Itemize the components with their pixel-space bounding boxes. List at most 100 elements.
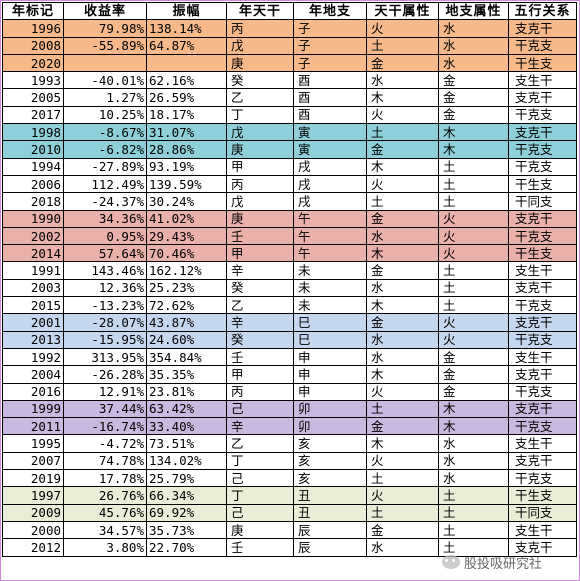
header-return: 收益率 [63, 1, 147, 21]
cell-stem-element: 金 [366, 313, 439, 332]
header-amplitude: 振幅 [146, 1, 227, 21]
cell-relation: 干克支 [508, 226, 577, 246]
cell-year: 2019 [2, 469, 64, 488]
table-row: 1994 -27.89% 93.19% 甲戌木土干克支 [2, 157, 577, 176]
table-row: 2011 -16.74% 33.40% 辛卯金木干克支 [2, 417, 577, 436]
cell-stem-element: 火 [366, 451, 439, 471]
cell-stem: 癸 [226, 330, 294, 349]
cell-branch-element: 金 [438, 347, 509, 367]
cell-stem-element: 水 [366, 347, 439, 367]
cell-year: 2010 [2, 140, 64, 159]
cell-return: 26.76% [63, 486, 147, 505]
cell-stem-element: 土 [366, 192, 439, 211]
cell-branch-element: 土 [438, 174, 509, 194]
cell-stem-element: 火 [366, 486, 439, 505]
cell-branch-element: 土 [438, 296, 509, 315]
cell-relation: 干克支 [508, 417, 577, 436]
cell-return: 0.95% [63, 226, 147, 246]
cell-amplitude: 30.24% [146, 192, 227, 211]
header-branch-element: 地支属性 [438, 1, 509, 21]
cell-year: 2020 [2, 53, 64, 73]
cell-stem-element: 火 [366, 382, 439, 401]
cell-year: 2009 [2, 503, 64, 522]
cell-year: 2000 [2, 520, 64, 540]
cell-return: -55.89% [63, 36, 147, 55]
cell-year: 2018 [2, 192, 64, 211]
table-row: 1998 -8.67% 31.07% 戊寅土木支克干 [2, 123, 577, 142]
table-row: 1995 -4.72% 73.51% 乙亥木水支生干 [2, 434, 577, 453]
cell-amplitude: 93.19% [146, 157, 227, 176]
table-body: 1996 79.98% 138.14% 丙子火水支克干 2008 -55.89% 64.87… [2, 19, 577, 557]
cell-branch: 未 [293, 278, 367, 298]
cell-stem-element: 土 [366, 469, 439, 488]
cell-relation: 支生干 [508, 520, 577, 540]
cell-branch-element: 木 [438, 123, 509, 142]
cell-stem: 庚 [226, 209, 294, 228]
cell-amplitude: 25.79% [146, 469, 227, 488]
cell-amplitude: 138.14% [146, 19, 227, 38]
cell-amplitude: 134.02% [146, 451, 227, 471]
cell-amplitude: 18.17% [146, 105, 227, 125]
table-row: 2002 0.95% 29.43% 壬午水火干克支 [2, 226, 577, 246]
cell-return: -6.82% [63, 140, 147, 159]
cell-branch-element: 金 [438, 71, 509, 90]
cell-branch: 子 [293, 53, 367, 73]
cell-year: 1997 [2, 486, 64, 505]
cell-branch: 寅 [293, 140, 367, 159]
cell-branch-element: 土 [438, 486, 509, 505]
table-row: 2012 3.80% 22.70% 壬辰水土支克干 [2, 538, 577, 557]
cell-amplitude: 43.87% [146, 313, 227, 332]
cell-amplitude: 66.34% [146, 486, 227, 505]
cell-relation: 干生支 [508, 244, 577, 263]
cell-amplitude: 162.12% [146, 261, 227, 280]
cell-year: 2002 [2, 226, 64, 246]
cell-relation: 干克支 [508, 296, 577, 315]
cell-branch: 子 [293, 19, 367, 38]
cell-relation: 干生支 [508, 174, 577, 194]
cell-amplitude: 41.02% [146, 209, 227, 228]
cell-return: -27.89% [63, 157, 147, 176]
cell-return [63, 53, 147, 73]
cell-branch-element: 木 [438, 140, 509, 159]
cell-stem: 乙 [226, 88, 294, 107]
cell-relation: 支克干 [508, 209, 577, 228]
cell-relation: 支克干 [508, 88, 577, 107]
cell-stem: 辛 [226, 313, 294, 332]
cell-amplitude: 28.86% [146, 140, 227, 159]
cell-amplitude: 73.51% [146, 434, 227, 453]
cell-stem: 戊 [226, 192, 294, 211]
cell-stem: 甲 [226, 157, 294, 176]
cell-stem: 己 [226, 469, 294, 488]
table-row: 1990 34.36% 41.02% 庚午金火支克干 [2, 209, 577, 228]
cell-return: 12.36% [63, 278, 147, 298]
cell-year: 2017 [2, 105, 64, 125]
cell-stem: 庚 [226, 53, 294, 73]
cell-stem: 辛 [226, 261, 294, 280]
cell-branch-element: 水 [438, 451, 509, 471]
cell-stem: 癸 [226, 278, 294, 298]
header-relation: 五行关系 [508, 1, 577, 21]
cell-relation: 干同支 [508, 192, 577, 211]
table-row: 2020 庚子金水干生支 [2, 53, 577, 73]
cell-relation: 支生干 [508, 261, 577, 280]
cell-amplitude: 25.23% [146, 278, 227, 298]
cell-branch: 申 [293, 382, 367, 401]
watermark-text: 股投吸研究社 [464, 556, 543, 572]
cell-branch: 戌 [293, 157, 367, 176]
cell-year: 1998 [2, 123, 64, 142]
cell-relation: 支克干 [508, 538, 577, 557]
cell-branch: 寅 [293, 123, 367, 142]
cell-branch-element: 火 [438, 313, 509, 332]
cell-amplitude: 29.43% [146, 226, 227, 246]
cell-year: 1996 [2, 19, 64, 38]
cell-stem-element: 水 [366, 538, 439, 557]
cell-amplitude [146, 53, 227, 73]
cell-year: 2011 [2, 417, 64, 436]
cell-branch-element: 水 [438, 434, 509, 453]
cell-amplitude: 69.92% [146, 503, 227, 522]
cell-year: 2006 [2, 174, 64, 194]
cell-branch: 未 [293, 296, 367, 315]
cell-stem: 辛 [226, 417, 294, 436]
cell-branch: 丑 [293, 503, 367, 522]
cell-stem: 己 [226, 399, 294, 419]
